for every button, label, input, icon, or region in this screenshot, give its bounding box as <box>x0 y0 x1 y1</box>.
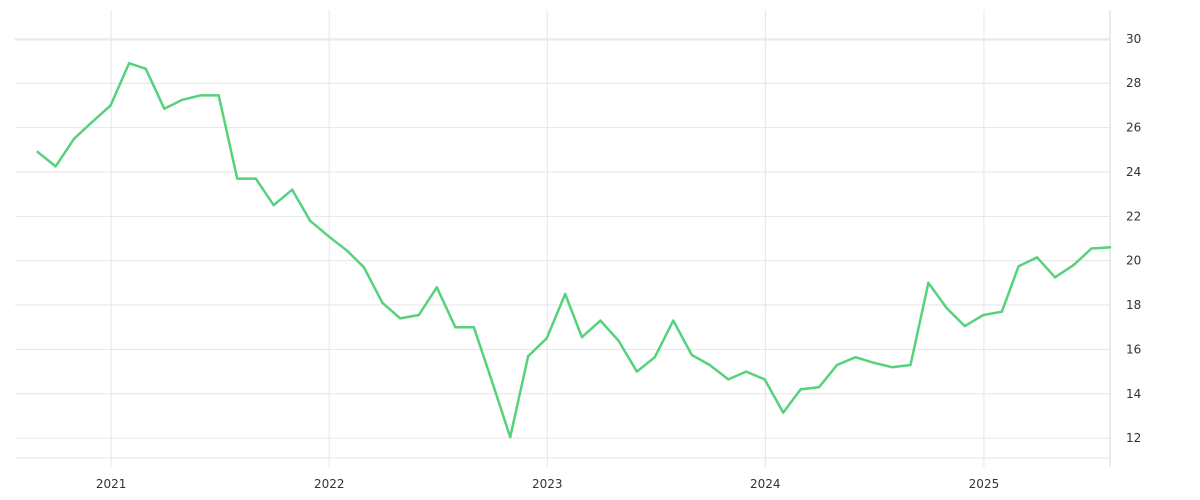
data-point <box>890 365 894 369</box>
data-point <box>72 137 76 140</box>
data-point <box>308 219 312 222</box>
y-tick-label: 24 <box>1126 165 1141 179</box>
y-tick-label: 22 <box>1126 209 1141 223</box>
data-point <box>763 378 766 381</box>
data-point <box>144 67 148 70</box>
data-point <box>563 292 567 296</box>
series-line <box>36 61 1112 439</box>
data-point <box>782 411 785 414</box>
y-tick-label: 18 <box>1126 298 1141 312</box>
y-tick-label: 12 <box>1126 431 1141 445</box>
data-point <box>945 307 949 310</box>
data-point <box>199 94 202 97</box>
data-point <box>290 188 294 191</box>
data-point <box>54 165 57 168</box>
data-point <box>345 249 349 252</box>
x-tick-label: 2023 <box>532 477 563 491</box>
data-point <box>454 326 457 329</box>
data-point <box>963 324 967 328</box>
y-tick-label: 20 <box>1126 254 1141 268</box>
x-tick-label: 2025 <box>969 477 1000 491</box>
data-point <box>36 150 39 154</box>
data-point <box>435 286 438 289</box>
data-point <box>835 363 839 367</box>
data-point <box>490 379 493 382</box>
data-point <box>90 120 94 124</box>
data-point <box>727 378 730 381</box>
data-point <box>817 385 821 389</box>
x-tick-label: 2024 <box>750 477 781 491</box>
data-point <box>653 355 656 359</box>
data-point <box>854 355 857 359</box>
series-layer <box>36 61 1112 439</box>
data-point <box>1053 276 1057 279</box>
data-point <box>1000 310 1004 313</box>
data-point <box>982 313 985 317</box>
data-point <box>327 235 330 238</box>
data-point <box>526 354 530 358</box>
data-point <box>509 435 512 439</box>
data-point <box>672 319 675 322</box>
data-point <box>599 319 602 322</box>
y-tick-label: 30 <box>1126 32 1141 46</box>
data-point <box>1090 247 1093 250</box>
data-point <box>236 177 239 180</box>
data-point <box>254 177 257 180</box>
data-point <box>545 337 548 340</box>
data-point <box>381 301 384 305</box>
data-point <box>472 326 475 329</box>
data-point <box>708 363 711 367</box>
data-point <box>1017 265 1020 268</box>
data-point <box>872 361 875 364</box>
x-tick-label: 2021 <box>96 477 127 491</box>
axes <box>15 10 1111 467</box>
data-point <box>1108 246 1112 249</box>
data-point <box>1035 256 1039 259</box>
y-tick-label: 14 <box>1126 387 1141 401</box>
data-point <box>109 104 112 107</box>
data-point <box>927 281 930 285</box>
data-point <box>617 339 620 342</box>
data-point <box>362 266 366 269</box>
grid <box>15 10 1110 467</box>
data-point <box>417 313 421 317</box>
data-point <box>399 317 402 320</box>
data-point <box>272 204 275 207</box>
data-point <box>690 353 694 357</box>
data-point <box>909 363 912 367</box>
data-point <box>799 388 802 391</box>
data-point <box>744 370 748 373</box>
data-point <box>163 107 166 110</box>
data-point <box>1072 263 1075 267</box>
y-tick-label: 16 <box>1126 342 1141 356</box>
data-point <box>181 98 184 102</box>
data-point <box>635 370 639 373</box>
data-point <box>217 94 220 97</box>
y-tick-label: 26 <box>1126 121 1141 135</box>
y-tick-label: 28 <box>1126 76 1141 90</box>
data-point <box>127 62 131 65</box>
data-point <box>580 336 584 339</box>
x-tick-label: 2022 <box>314 477 345 491</box>
